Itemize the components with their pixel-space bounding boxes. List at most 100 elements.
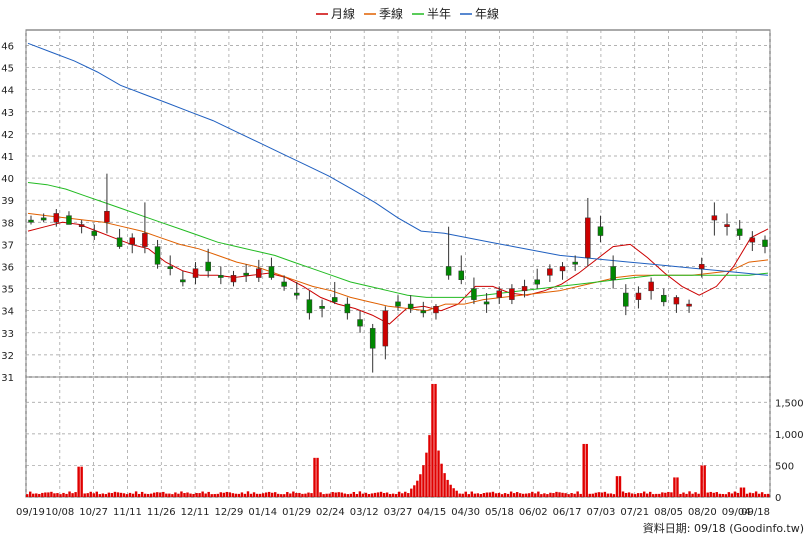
volume-bar bbox=[62, 492, 65, 497]
volume-bar bbox=[751, 493, 755, 497]
grid-lines bbox=[25, 30, 771, 498]
volume-bar bbox=[65, 493, 68, 497]
volume-bar bbox=[461, 493, 464, 497]
volume-bar bbox=[101, 493, 105, 497]
candle-body bbox=[331, 297, 338, 303]
volume-bar bbox=[621, 491, 625, 497]
candle-body bbox=[53, 213, 60, 223]
volume-bar bbox=[422, 465, 425, 497]
volume-bar bbox=[646, 493, 649, 497]
volume-bar bbox=[404, 491, 407, 497]
volume-bar bbox=[35, 493, 38, 497]
candle-body bbox=[40, 217, 47, 221]
volume-bar bbox=[667, 491, 670, 497]
candle-body bbox=[78, 224, 85, 227]
volume-bar bbox=[192, 493, 195, 497]
volume-bar bbox=[506, 493, 510, 497]
volume-bar bbox=[113, 491, 117, 497]
candle-body bbox=[167, 266, 173, 269]
candle-body bbox=[91, 230, 98, 236]
candle-body bbox=[357, 319, 363, 327]
volume-bar bbox=[140, 491, 144, 497]
price-tick-label: 38 bbox=[1, 218, 14, 229]
legend-label: 月線 bbox=[331, 6, 355, 21]
volume-bar bbox=[555, 491, 558, 497]
volume-bar bbox=[222, 492, 226, 497]
volume-bar bbox=[567, 494, 570, 497]
volume-tick-label: 1,000 bbox=[775, 430, 804, 441]
volume-bar bbox=[301, 493, 304, 497]
candle-body bbox=[509, 288, 515, 300]
price-tick-label: 37 bbox=[1, 240, 14, 251]
volume-bar bbox=[763, 494, 767, 497]
candle-body bbox=[559, 266, 566, 272]
volume-bar bbox=[531, 491, 534, 497]
volume-bar bbox=[283, 494, 286, 497]
volume-bar bbox=[428, 435, 431, 497]
volume-bar bbox=[204, 493, 207, 497]
volume-bar bbox=[32, 493, 35, 497]
date-tick-label: 08/05 bbox=[654, 507, 683, 518]
candle-body bbox=[547, 268, 553, 276]
candle-body bbox=[597, 226, 604, 236]
price-tick-label: 39 bbox=[1, 196, 14, 207]
candle-body bbox=[243, 272, 249, 276]
volume-bar bbox=[709, 491, 712, 497]
volume-bar bbox=[249, 493, 253, 497]
candle-body bbox=[116, 237, 123, 247]
date-tick-label: 02/24 bbox=[316, 507, 345, 518]
volume-bar bbox=[156, 492, 159, 497]
candle-body bbox=[294, 292, 300, 296]
volume-bar bbox=[292, 491, 295, 497]
volume-bar bbox=[639, 493, 643, 497]
candle-body bbox=[534, 279, 540, 285]
date-tick-label: 06/17 bbox=[553, 507, 582, 518]
source-note: 資料日期: 09/18 (Goodinfo.tw) bbox=[643, 521, 804, 535]
volume-bar bbox=[500, 494, 504, 497]
volume-bar bbox=[636, 493, 640, 497]
date-tick-label: 10/08 bbox=[45, 507, 74, 518]
volume-bar bbox=[310, 493, 313, 497]
candle-body bbox=[572, 261, 578, 265]
volume-bar bbox=[573, 493, 576, 497]
volume-tick-label: 1,500 bbox=[775, 398, 804, 409]
date-axis-ticks: 09/19 10/08 10/27 11/11 11/26 12/11 12/29 01/14… bbox=[16, 507, 770, 518]
volume-bar bbox=[712, 492, 715, 497]
candle-body bbox=[711, 215, 718, 221]
volume-bar bbox=[286, 492, 289, 497]
volume-bar bbox=[134, 491, 138, 497]
volume-bar bbox=[588, 493, 591, 497]
volume-bar bbox=[119, 492, 123, 497]
candle-body bbox=[395, 301, 401, 307]
volume-bar bbox=[624, 492, 628, 497]
volume-bar bbox=[721, 493, 725, 497]
volume-bar bbox=[394, 494, 398, 497]
price-tick-label: 44 bbox=[1, 86, 14, 97]
volume-bar bbox=[304, 493, 307, 497]
volume-bar bbox=[760, 492, 764, 497]
candle-body bbox=[129, 237, 135, 245]
date-tick-label: 01/14 bbox=[248, 507, 277, 518]
volume-bar bbox=[655, 493, 658, 497]
volume-bar bbox=[59, 494, 62, 497]
volume-bar bbox=[503, 493, 507, 497]
volume-bar bbox=[437, 450, 440, 497]
candle-body bbox=[382, 310, 389, 347]
volume-bar bbox=[537, 491, 540, 497]
volume-bar bbox=[274, 492, 277, 497]
price-tick-label: 40 bbox=[1, 174, 14, 185]
volume-bar bbox=[452, 488, 455, 497]
price-tick-label: 42 bbox=[1, 130, 14, 141]
volume-bar bbox=[745, 493, 749, 497]
volume-bar bbox=[398, 491, 401, 497]
volume-bar bbox=[697, 493, 700, 497]
candle-body bbox=[66, 215, 72, 225]
volume-bar bbox=[364, 492, 368, 497]
date-tick-label: 07/21 bbox=[620, 507, 649, 518]
volume-bar bbox=[464, 491, 467, 497]
candle-body bbox=[483, 301, 490, 305]
volume-bar bbox=[494, 493, 498, 497]
volume-bar bbox=[240, 492, 244, 497]
candle-body bbox=[319, 306, 325, 309]
date-tick-label: 10/27 bbox=[79, 507, 108, 518]
